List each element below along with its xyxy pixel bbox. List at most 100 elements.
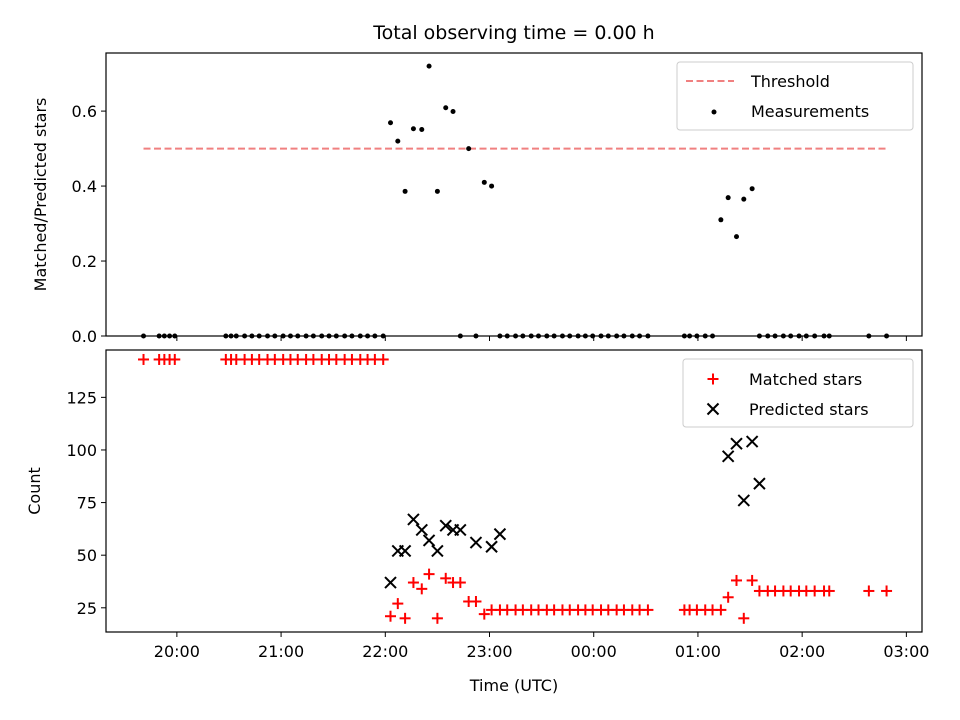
measurement-point (621, 333, 627, 339)
measurement-point (426, 63, 432, 69)
measurement-point (756, 333, 762, 339)
matched-point (738, 612, 750, 624)
measurement-point (788, 333, 794, 339)
predicted-point-b (398, 544, 412, 558)
measurement-point (598, 333, 604, 339)
measurement-point (319, 333, 325, 339)
measurement-point (645, 333, 651, 339)
top-ytick-label: 0.4 (72, 177, 97, 196)
predicted-point (469, 536, 483, 549)
predicted-point (493, 527, 507, 541)
bottom-xtick-label: 00:00 (571, 642, 617, 661)
matched-point (722, 591, 734, 603)
measurement-point (365, 333, 371, 339)
measurement-point (342, 333, 348, 339)
measurement-point (303, 333, 309, 339)
matched-point (416, 583, 428, 595)
matched-point (715, 604, 727, 616)
top-ytick-label: 0.6 (72, 102, 97, 121)
legend-matched-label: Matched stars (749, 370, 862, 389)
measurement-point (826, 333, 832, 339)
measurement-point (710, 333, 716, 339)
measurement-point (228, 333, 234, 339)
top-ytick-label: 0.2 (72, 252, 97, 271)
bottom-xtick-label: 03:00 (883, 642, 929, 661)
bottom-xtick-label: 20:00 (154, 642, 200, 661)
measurement-point (310, 333, 316, 339)
measurement-point (388, 120, 394, 126)
measurement-point (272, 333, 278, 339)
top-legend: Threshold Measurements (676, 61, 914, 131)
legend-threshold-label: Threshold (750, 72, 830, 91)
matched-point (478, 608, 490, 620)
measurement-point (473, 333, 479, 339)
measurement-point (575, 333, 581, 339)
measurement-point (866, 333, 872, 339)
measurement-point (528, 333, 534, 339)
matched-point (454, 577, 466, 589)
measurement-point (513, 333, 519, 339)
predicted-point-b (485, 540, 498, 553)
top-legend-box (676, 61, 914, 131)
measurement-point (156, 333, 162, 339)
predicted-point-b (745, 435, 759, 448)
matched-point (809, 585, 821, 597)
matched-point (399, 612, 411, 624)
matched-point (730, 574, 742, 586)
measurement-point (702, 333, 708, 339)
legend-matched-marker (707, 373, 719, 385)
matched-point (746, 574, 758, 586)
matched-point (823, 585, 835, 597)
measurement-point (741, 196, 747, 202)
predicted-point-b (422, 534, 436, 547)
predicted-point (721, 450, 735, 463)
measurement-point (372, 333, 378, 339)
legend-measurements-swatch (711, 109, 717, 115)
top-y-axis-label: Matched/Predicted stars (31, 98, 50, 292)
measurement-point (233, 333, 239, 339)
measurement-point (582, 333, 588, 339)
predicted-point-b (737, 494, 751, 507)
measurement-point (466, 146, 472, 152)
predicted-point-b (721, 450, 735, 463)
predicted-point (737, 494, 751, 507)
matched-point (377, 353, 389, 365)
measurement-point (161, 333, 167, 339)
predicted-point-b (415, 523, 428, 537)
measurement-point (380, 333, 386, 339)
bottom-ytick-label: 100 (66, 441, 97, 460)
measurement-point (434, 188, 440, 194)
measurement-point (780, 333, 786, 339)
matched-point (642, 604, 654, 616)
measurement-point (489, 183, 495, 189)
predicted-point (398, 544, 412, 558)
legend-matched-swatch (707, 373, 719, 385)
bottom-legend: Matched stars Predicted stars (682, 358, 914, 428)
measurement-point (256, 333, 262, 339)
predicted-point (415, 523, 428, 537)
predicted-point-b (439, 519, 452, 532)
bottom-xtick-label: 21:00 (258, 642, 304, 661)
measurement-point (443, 105, 449, 111)
predicted-point (454, 523, 467, 537)
measurement-point (172, 333, 178, 339)
bottom-xtick-label: 22:00 (362, 642, 408, 661)
matched-point (440, 572, 452, 584)
measurement-point (725, 195, 731, 201)
measurement-point (694, 333, 700, 339)
predicted-point-b (454, 523, 467, 537)
measurement-point (535, 333, 541, 339)
measurement-point (614, 333, 620, 339)
bottom-xtick-label: 01:00 (675, 642, 721, 661)
matched-point (385, 610, 397, 622)
predicted-point (384, 576, 397, 589)
matched-point (431, 612, 443, 624)
matched-point (392, 598, 404, 610)
predicted-point (431, 544, 444, 558)
predicted-point-b (469, 536, 483, 549)
matched-point (470, 595, 482, 607)
measurement-point (567, 333, 573, 339)
measurement-point (605, 333, 611, 339)
predicted-point (745, 435, 759, 448)
measurement-point (765, 333, 771, 339)
